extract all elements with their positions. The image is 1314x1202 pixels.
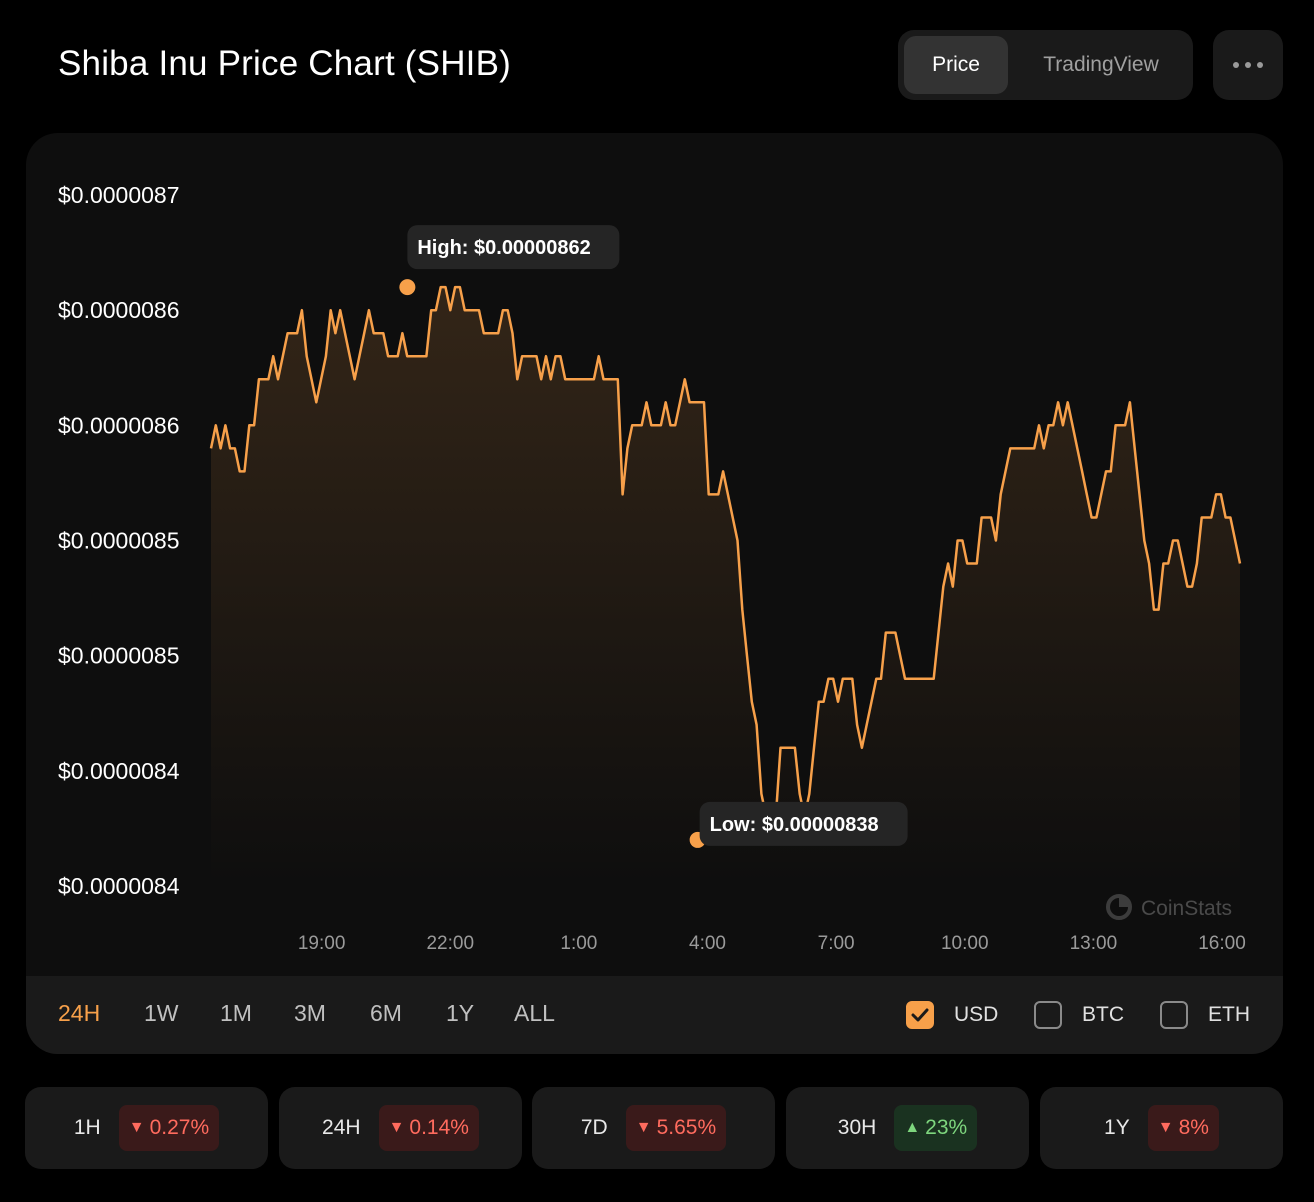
checkbox-icon[interactable]	[1034, 1001, 1062, 1029]
stat-change-value: 8%	[1178, 1116, 1209, 1139]
high-label: High: $0.00000862	[417, 237, 590, 259]
x-tick-label: 22:00	[426, 933, 474, 954]
y-tick-label: $0.0000086	[58, 297, 180, 323]
watermark-text: CoinStats	[1141, 897, 1232, 920]
y-axis: $0.0000087 $0.0000086 $0.0000086 $0.0000085…	[58, 182, 180, 899]
y-tick-label: $0.0000086	[58, 412, 180, 438]
currency-usd[interactable]: USD	[906, 1001, 998, 1029]
stat-change-badge: ▼ 8%	[1147, 1105, 1219, 1151]
x-tick-label: 13:00	[1070, 933, 1118, 954]
check-icon	[911, 1008, 929, 1022]
x-tick-label: 1:00	[560, 933, 597, 954]
stat-change-value: 0.14%	[409, 1116, 469, 1139]
triangle-down-icon: ▼	[635, 1119, 652, 1136]
y-tick-label: $0.0000085	[58, 643, 180, 669]
currency-eth[interactable]: ETH	[1160, 1001, 1250, 1029]
stat-card-7d: 7D ▼ 5.65%	[532, 1087, 775, 1169]
triangle-down-icon: ▼	[128, 1119, 145, 1136]
stat-card-1h: 1H ▼ 0.27%	[25, 1087, 268, 1169]
coinstats-watermark: CoinStats	[1106, 894, 1232, 920]
chart-card: $0.0000087 $0.0000086 $0.0000086 $0.0000085…	[26, 133, 1283, 1054]
price-chart[interactable]: $0.0000087 $0.0000086 $0.0000086 $0.0000085…	[26, 133, 1283, 976]
price-line	[209, 285, 1242, 842]
coinstats-logo-icon	[1119, 896, 1130, 907]
range-1y[interactable]: 1Y	[446, 1000, 475, 1026]
range-24h[interactable]: 24H	[58, 1000, 101, 1026]
stat-card-24h: 24H ▼ 0.14%	[279, 1087, 522, 1169]
more-dot-icon	[1233, 62, 1239, 68]
triangle-up-icon: ▲	[904, 1119, 921, 1136]
stat-period: 24H	[322, 1116, 361, 1139]
stat-period: 30H	[837, 1116, 877, 1139]
more-options-button[interactable]	[1213, 30, 1283, 100]
y-tick-label: $0.0000084	[58, 758, 180, 784]
tradingview-tab[interactable]: TradingView	[1043, 53, 1159, 76]
range-3m[interactable]: 3M	[294, 1000, 326, 1026]
x-tick-label: 7:00	[818, 933, 855, 954]
low-label: Low: $0.00000838	[710, 814, 879, 836]
price-area	[211, 287, 1240, 887]
y-tick-label: $0.0000087	[58, 182, 180, 208]
high-label-box	[407, 225, 620, 270]
more-dot-icon	[1257, 62, 1263, 68]
triangle-down-icon: ▼	[388, 1119, 405, 1136]
currency-label: USD	[954, 1003, 999, 1026]
checkbox-checked-icon[interactable]	[906, 1001, 934, 1029]
range-6m[interactable]: 6M	[370, 1000, 402, 1026]
stat-card-1y: 1Y ▼ 8%	[1040, 1087, 1283, 1169]
stat-period: 1Y	[1104, 1116, 1130, 1139]
currency-label: ETH	[1208, 1003, 1250, 1026]
range-all[interactable]: ALL	[514, 1000, 555, 1026]
range-1m[interactable]: 1M	[220, 1000, 252, 1026]
stat-change-badge: ▲ 23%	[894, 1105, 978, 1151]
stat-period: 1H	[73, 1116, 101, 1139]
x-tick-label: 10:00	[941, 933, 989, 954]
stat-change-badge: ▼ 0.27%	[118, 1105, 220, 1151]
triangle-down-icon: ▼	[1157, 1119, 1174, 1136]
stat-change-badge: ▼ 5.65%	[625, 1105, 727, 1151]
x-tick-label: 4:00	[689, 933, 726, 954]
page-title: Shiba Inu Price Chart (SHIB)	[58, 44, 511, 83]
checkbox-icon[interactable]	[1160, 1001, 1188, 1029]
x-tick-label: 16:00	[1198, 933, 1246, 954]
high-point	[399, 279, 416, 296]
stat-change-value: 5.65%	[656, 1116, 717, 1139]
stat-card-30h: 30H ▲ 23%	[786, 1087, 1029, 1169]
x-tick-label: 19:00	[298, 933, 346, 954]
price-tab[interactable]: Price	[904, 36, 1008, 94]
stat-change-value: 0.27%	[149, 1116, 210, 1139]
stat-period: 7D	[580, 1116, 608, 1139]
markers: High: $0.00000862 Low: $0.00000838	[399, 225, 908, 848]
y-tick-label: $0.0000084	[58, 873, 180, 899]
x-axis: 19:00 22:00 1:00 4:00 7:00 10:00 13:00 16:00	[298, 933, 1246, 954]
low-label-box	[699, 801, 908, 846]
y-tick-label: $0.0000085	[58, 528, 180, 554]
currency-label: BTC	[1082, 1003, 1124, 1026]
stat-change-value: 23%	[925, 1116, 968, 1139]
stat-change-badge: ▼ 0.14%	[378, 1105, 479, 1151]
more-dot-icon	[1245, 62, 1251, 68]
chart-controls: 24H 1W 1M 3M 6M 1Y ALL USD BTC ETH	[26, 976, 1283, 1054]
range-1w[interactable]: 1W	[144, 1000, 179, 1026]
currency-btc[interactable]: BTC	[1034, 1001, 1124, 1029]
view-toggle: Price TradingView	[898, 30, 1193, 100]
